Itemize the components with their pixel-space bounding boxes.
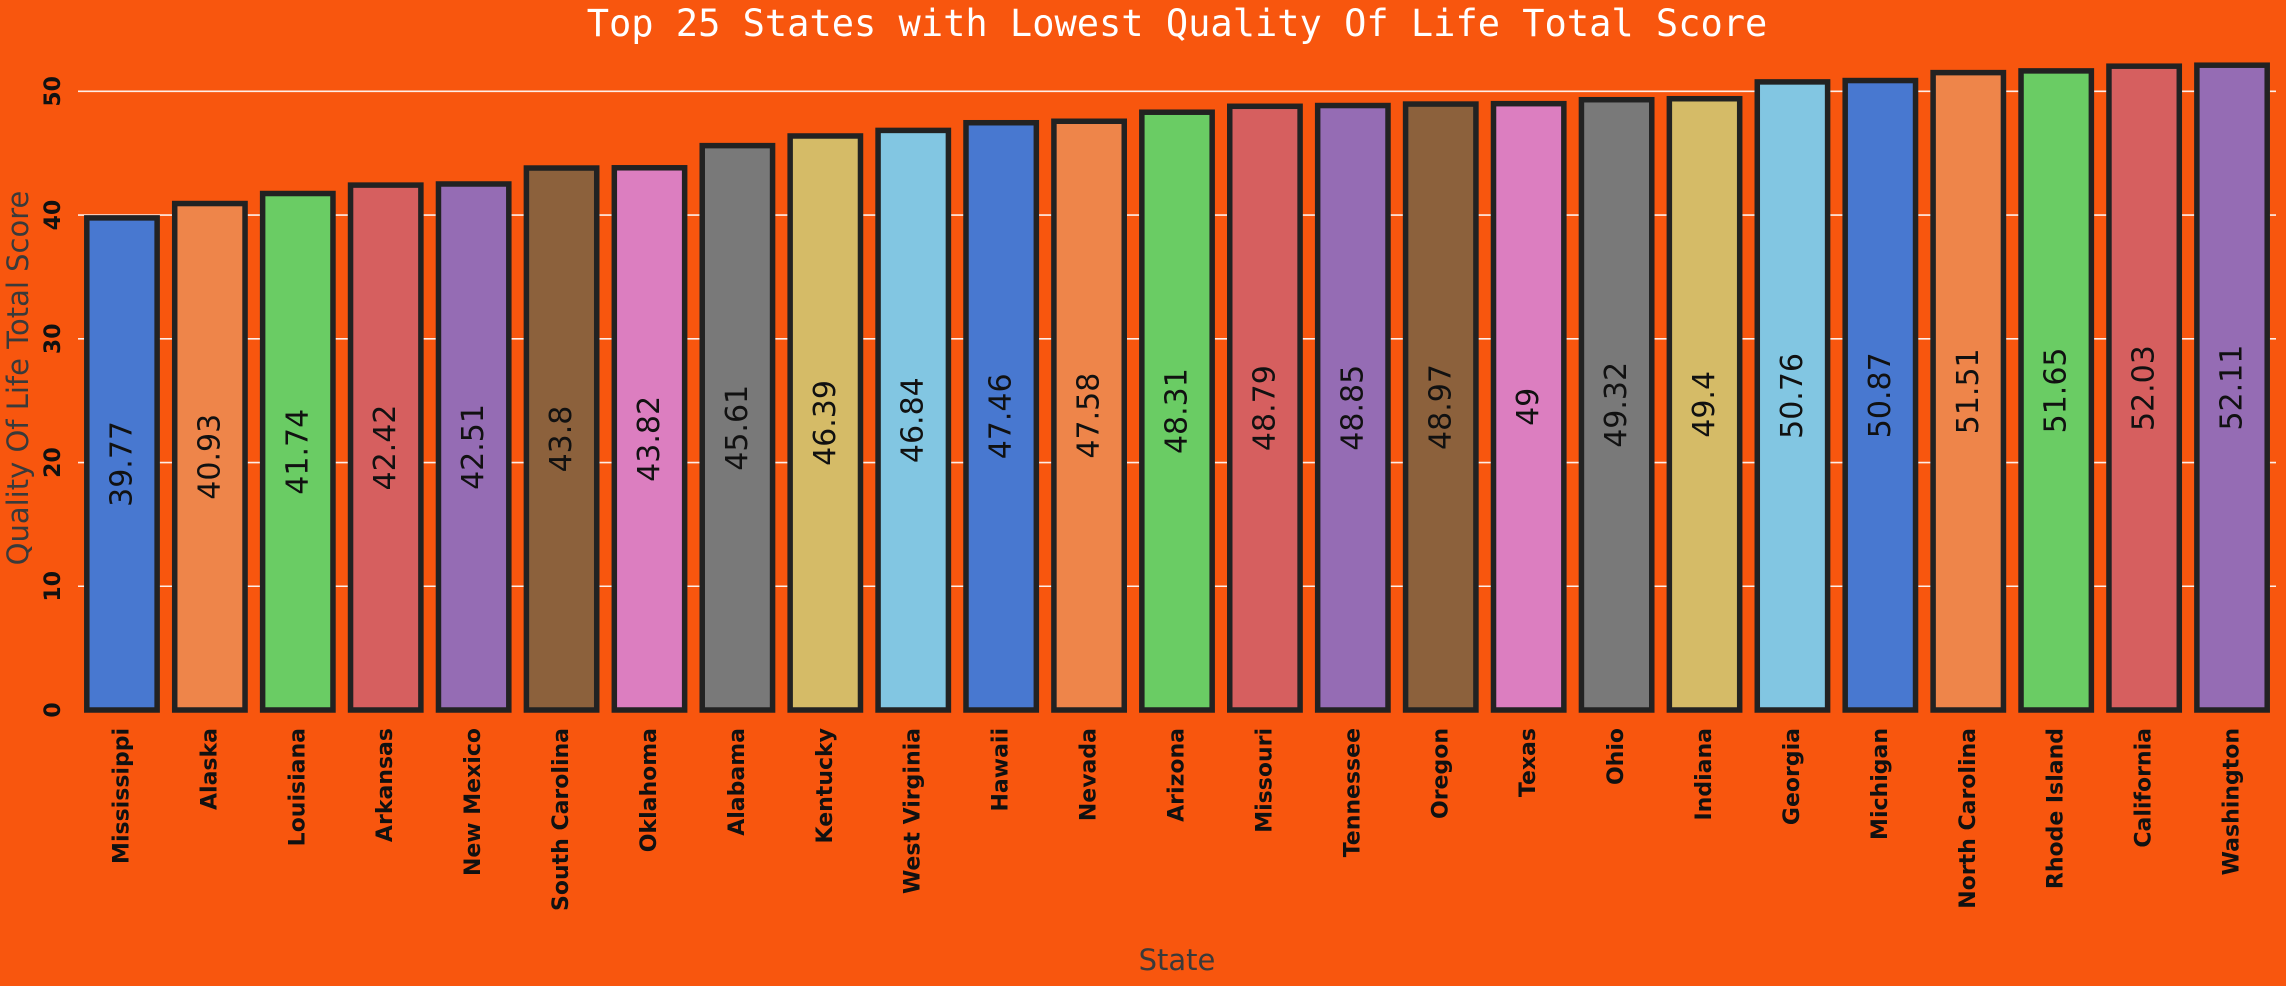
bar (1139, 109, 1215, 713)
y-tick-label: 20 (41, 447, 66, 478)
bar (1227, 103, 1303, 713)
x-tick-label: Kentucky (813, 728, 838, 843)
bar-value-label: 48.31 (1160, 368, 1195, 454)
bar-value-label: 40.93 (192, 414, 227, 500)
x-tick-label: Rhode Island (2044, 728, 2069, 889)
bar-value-label: 48.97 (1423, 364, 1458, 450)
x-tick-label: Indiana (1692, 728, 1717, 821)
bar-value-label: 39.77 (104, 421, 139, 507)
bar (435, 181, 512, 713)
bar-value-label: 41.74 (280, 409, 315, 495)
bar (2194, 62, 2270, 713)
bar-value-label: 46.39 (808, 380, 843, 466)
bar-value-label: 49.4 (1687, 371, 1722, 438)
y-axis-ticks: 0 10 20 30 40 50 (41, 76, 66, 718)
bar-value-label: 42.42 (368, 405, 403, 491)
bar (787, 133, 864, 713)
x-tick-label: West Virginia (901, 728, 926, 894)
x-tick-label: Mississippi (109, 728, 134, 864)
bar-value-label: 49 (1511, 388, 1546, 426)
x-tick-label: Alabama (725, 728, 750, 836)
bar (699, 142, 776, 713)
bar (1578, 96, 1655, 713)
bar-value-label: 43.8 (544, 406, 579, 473)
bar-value-label: 43.82 (632, 396, 667, 482)
bar-value-label: 47.46 (984, 373, 1019, 459)
x-tick-label: Tennessee (1340, 728, 1365, 857)
y-tick-label: 30 (41, 323, 66, 354)
x-tick-label: Michigan (1868, 728, 1893, 840)
x-tick-label: Washington (2220, 728, 2245, 875)
bar (1930, 69, 2007, 713)
bar-value-label: 52.11 (2215, 345, 2250, 431)
bar (875, 127, 952, 713)
bar-value-label: 48.79 (1247, 365, 1282, 451)
y-tick-label: 40 (41, 200, 66, 231)
bar-value-label: 45.61 (720, 385, 755, 471)
bar (2106, 63, 2183, 713)
x-tick-label: Arizona (1165, 728, 1190, 822)
bars (84, 62, 2270, 713)
bar-value-label: 42.51 (456, 404, 491, 490)
bar (1754, 79, 1831, 713)
x-tick-label: Hawaii (989, 728, 1014, 812)
x-tick-label: South Carolina (549, 728, 574, 911)
bar (171, 200, 248, 713)
y-axis-label: Quality Of Life Total Score (1, 191, 35, 566)
x-tick-label: New Mexico (461, 728, 486, 876)
x-tick-label: Alaska (197, 728, 222, 810)
bar-value-label: 47.58 (1072, 373, 1107, 459)
bar-value-label: 50.87 (1863, 352, 1898, 438)
bar-value-label: 52.03 (2127, 345, 2162, 431)
bar (2018, 68, 2095, 713)
y-tick-label: 50 (41, 76, 66, 107)
x-tick-label: Texas (1516, 728, 1541, 797)
bar-value-label: 51.65 (2039, 348, 2074, 434)
x-tick-label: Oregon (1428, 728, 1453, 819)
x-axis-ticks: Mississippi Alaska Louisiana Arkansas New Me… (109, 728, 2244, 911)
x-tick-label: Oklahoma (637, 728, 662, 852)
bar-value-label: 49.32 (1599, 362, 1634, 448)
bar (84, 215, 160, 713)
y-tick-label: 0 (41, 702, 66, 717)
bar-value-label: 48.85 (1335, 365, 1370, 451)
bar (1402, 101, 1479, 713)
x-tick-label: Arkansas (373, 728, 398, 842)
x-tick-label: California (2132, 728, 2157, 848)
bar (1666, 95, 1743, 713)
bar-value-label: 51.51 (1951, 348, 1986, 434)
x-tick-label: North Carolina (1956, 728, 1981, 909)
bar (1842, 77, 1919, 713)
bar (1314, 102, 1391, 713)
bar (523, 165, 600, 713)
bar (259, 190, 336, 713)
bar (1051, 118, 1127, 713)
bar (611, 165, 688, 713)
x-tick-label: Nevada (1077, 728, 1102, 821)
x-tick-label: Missouri (1252, 728, 1277, 833)
bar-value-label: 46.84 (896, 377, 931, 463)
bar-value-label: 50.76 (1775, 353, 1810, 439)
x-tick-label: Georgia (1780, 728, 1805, 825)
x-axis-label: State (1139, 943, 1216, 977)
bar-value-labels: 39.77 40.93 41.74 42.42 42.51 43.8 43.82 45.61 4… (104, 345, 2249, 507)
y-tick-label: 10 (41, 571, 66, 602)
bar (1490, 100, 1567, 713)
bar (963, 119, 1040, 713)
x-tick-label: Ohio (1604, 728, 1629, 785)
bar (347, 182, 424, 713)
chart-title: Top 25 States with Lowest Quality Of Lif… (587, 2, 1768, 45)
x-tick-label: Louisiana (285, 728, 310, 846)
